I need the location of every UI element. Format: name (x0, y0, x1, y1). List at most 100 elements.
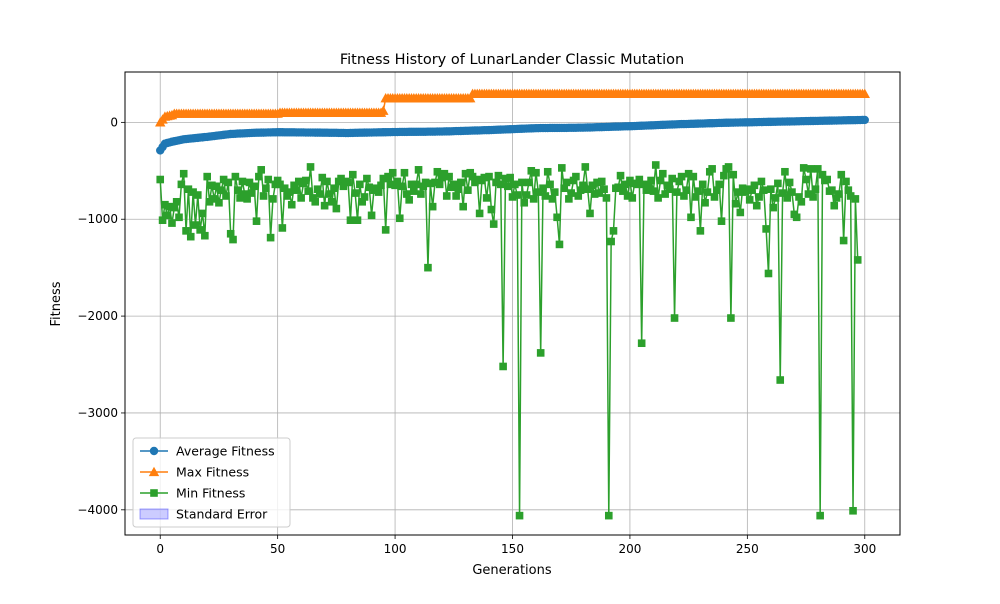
min-fitness-point (229, 235, 237, 244)
min-fitness-point (680, 192, 688, 200)
min-fitness-point (724, 163, 733, 171)
min-fitness-point (219, 175, 228, 184)
min-fitness-point (527, 166, 536, 175)
min-fitness-point (743, 185, 752, 194)
min-fitness-point (727, 314, 735, 322)
min-fitness-point (835, 190, 843, 198)
min-fitness-point (172, 197, 181, 206)
min-fitness-point (616, 171, 625, 180)
min-fitness-point (292, 186, 301, 194)
min-fitness-point (466, 168, 475, 177)
min-fitness-point (651, 161, 660, 169)
min-fitness-point (814, 165, 822, 173)
min-fitness-point (738, 184, 747, 193)
min-fitness-point (626, 176, 634, 185)
min-fitness-point (384, 172, 392, 181)
min-fitness-point (426, 179, 435, 188)
min-fitness-point (511, 180, 519, 189)
min-fitness-point (403, 190, 411, 198)
min-fitness-point (762, 225, 770, 233)
min-fitness-point (360, 193, 369, 201)
min-fitness-point (501, 174, 510, 183)
min-fitness-point (597, 177, 606, 186)
legend-standard-error-swatch (139, 508, 169, 520)
legend-standard-error-label: Standard Error (176, 507, 268, 522)
min-fitness-point (238, 177, 247, 186)
min-fitness-point (158, 216, 167, 224)
min-fitness-point (332, 204, 341, 213)
min-fitness-point (266, 233, 275, 242)
min-fitness-point (788, 188, 796, 196)
min-fitness-point (574, 192, 583, 200)
legend-average-fitness-label: Average Fitness (176, 444, 275, 459)
min-fitness-point (325, 190, 334, 198)
min-fitness-point (508, 193, 517, 201)
min-fitness-point (189, 188, 197, 196)
min-fitness-point (168, 219, 176, 227)
max-fitness-point (859, 88, 870, 98)
min-fitness-point (609, 227, 618, 235)
min-fitness-point (583, 185, 592, 194)
min-fitness-point (433, 167, 442, 176)
min-fitness-point (590, 190, 599, 198)
min-fitness-point (635, 175, 644, 184)
min-fitness-point (410, 187, 418, 195)
min-fitness-point (637, 339, 646, 348)
min-fitness-point (391, 181, 399, 190)
min-fitness-point (259, 192, 268, 200)
min-fitness-point (809, 193, 817, 201)
x-tick-label: 300 (853, 542, 876, 556)
min-fitness-point (367, 211, 376, 220)
min-fitness-point (640, 180, 648, 189)
min-fitness-point (351, 189, 359, 197)
min-fitness-point (222, 192, 230, 200)
min-fitness-point (302, 176, 310, 185)
min-fitness-point (297, 194, 305, 202)
min-fitness-point (600, 185, 608, 194)
min-fitness-point (565, 195, 573, 203)
min-fitness-point (184, 185, 193, 194)
min-fitness-point (811, 185, 820, 194)
min-fitness-point (217, 186, 226, 194)
min-fitness-point (642, 186, 651, 194)
min-fitness-point (769, 203, 777, 212)
max-fitness-series (155, 88, 870, 127)
x-tick-label: 50 (270, 542, 285, 556)
min-fitness-point (468, 172, 477, 181)
min-fitness-point (271, 180, 280, 189)
min-fitness-point (182, 227, 190, 235)
min-fitness-point (774, 179, 782, 188)
min-fitness-point (703, 188, 712, 196)
min-fitness-point (320, 201, 329, 210)
min-fitness-point (586, 209, 594, 218)
min-fitness-point (449, 180, 458, 189)
min-fitness-point (156, 175, 165, 184)
min-fitness-point (306, 163, 315, 171)
x-tick-label: 250 (736, 542, 759, 556)
min-fitness-point (414, 166, 423, 174)
min-fitness-point (278, 224, 287, 232)
min-fitness-point (264, 175, 273, 184)
min-fitness-point (771, 194, 780, 202)
min-fitness-point (236, 194, 244, 202)
min-fitness-point (464, 186, 472, 194)
min-fitness-point (550, 188, 559, 196)
min-fitness-point (853, 256, 862, 264)
min-fitness-point (186, 232, 195, 241)
min-fitness-point (619, 187, 627, 195)
min-fitness-point (438, 173, 446, 182)
min-fitness-point (513, 191, 521, 199)
min-fitness-point (353, 216, 362, 224)
min-fitness-point (818, 170, 827, 179)
min-fitness-point (255, 172, 263, 181)
min-fitness-point (708, 165, 716, 173)
min-fitness-point (750, 181, 759, 190)
min-fitness-point (316, 190, 324, 198)
min-fitness-point (388, 168, 397, 177)
min-fitness-point (710, 193, 719, 201)
min-fitness-point (659, 169, 667, 178)
min-fitness-point (161, 200, 169, 209)
average-fitness-point (860, 115, 869, 125)
min-fitness-point (778, 189, 787, 197)
min-fitness-point (262, 184, 270, 193)
